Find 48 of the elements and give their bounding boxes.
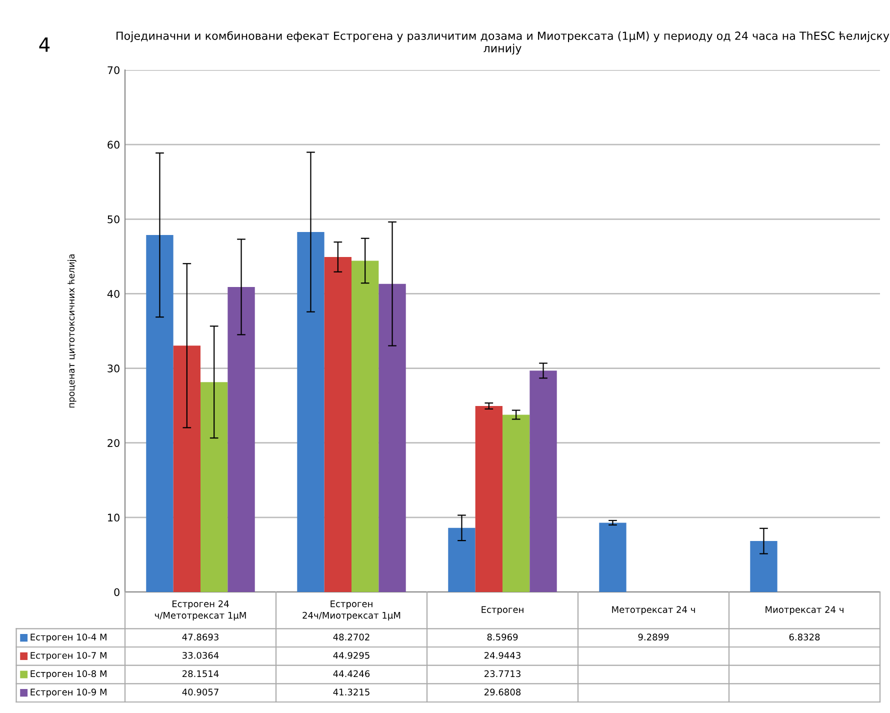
y-tick-label: 70 bbox=[108, 66, 120, 74]
x-tick-label: Естроген 24 ч/Метотрексат 1μM bbox=[154, 600, 246, 620]
y-tick-label: 0 bbox=[114, 588, 120, 596]
bar bbox=[324, 256, 352, 592]
bar bbox=[297, 232, 324, 592]
bar bbox=[228, 286, 255, 592]
data-label: 47.8693 bbox=[182, 634, 218, 640]
data-label: 9.2899 bbox=[638, 634, 669, 640]
text: 4 bbox=[39, 38, 50, 52]
bar bbox=[352, 260, 379, 592]
y-tick-label: 40 bbox=[107, 290, 120, 298]
y-tick-label: 20 bbox=[108, 439, 120, 447]
data-label: 48.2702 bbox=[333, 634, 370, 640]
data-label: 44.4246 bbox=[333, 670, 370, 678]
legend-label: Естроген 10-7 M bbox=[30, 652, 106, 661]
data-label: 28.1514 bbox=[182, 670, 219, 678]
y-tick-label: 10 bbox=[108, 514, 120, 522]
bar bbox=[502, 414, 530, 592]
bar bbox=[200, 382, 228, 592]
data-label: 41.3215 bbox=[333, 688, 370, 696]
legend-label: Естроген 10-8 M bbox=[30, 670, 106, 679]
x-tick-label: Естроген bbox=[482, 606, 524, 615]
legend-label: Естроген 10-9 M bbox=[30, 688, 106, 698]
x-tick-label: Естроген 24ч/Миотрексат 1μM bbox=[302, 600, 400, 620]
y-tick-label: 50 bbox=[108, 215, 120, 224]
y-tick-label: 30 bbox=[108, 364, 120, 372]
x-tick-label: Миотрексат 24 ч bbox=[766, 606, 844, 615]
data-label: 23.7713 bbox=[484, 670, 520, 678]
data-label: 44.9295 bbox=[333, 652, 370, 659]
y-axis-title: проценат цитотоксичних ћелија bbox=[68, 254, 76, 408]
data-label: 8.5969 bbox=[487, 634, 518, 640]
chart-title: Појединачни и комбиновани ефекат Естрогена у различитим дозама и Миотрексата (1μM) у периоду од 24 часа на ThESC ћелијску линију bbox=[116, 31, 890, 55]
data-label: 24.9443 bbox=[484, 652, 520, 659]
bar bbox=[448, 528, 476, 592]
x-tick-label: Метотрексат 24 ч bbox=[612, 606, 695, 615]
bar bbox=[173, 346, 200, 592]
data-label: 40.9057 bbox=[182, 688, 218, 696]
bar bbox=[146, 235, 174, 592]
bar bbox=[378, 284, 406, 592]
bar bbox=[475, 406, 502, 592]
data-label: 29.6808 bbox=[484, 688, 521, 696]
y-tick-label: 60 bbox=[108, 140, 120, 149]
data-label: 33.0364 bbox=[182, 652, 219, 659]
data-label: 6.8328 bbox=[789, 634, 820, 640]
bar bbox=[750, 541, 778, 592]
legend-label: Естроген 10-4 M bbox=[30, 634, 106, 642]
bar bbox=[530, 370, 557, 592]
bar bbox=[599, 522, 626, 592]
